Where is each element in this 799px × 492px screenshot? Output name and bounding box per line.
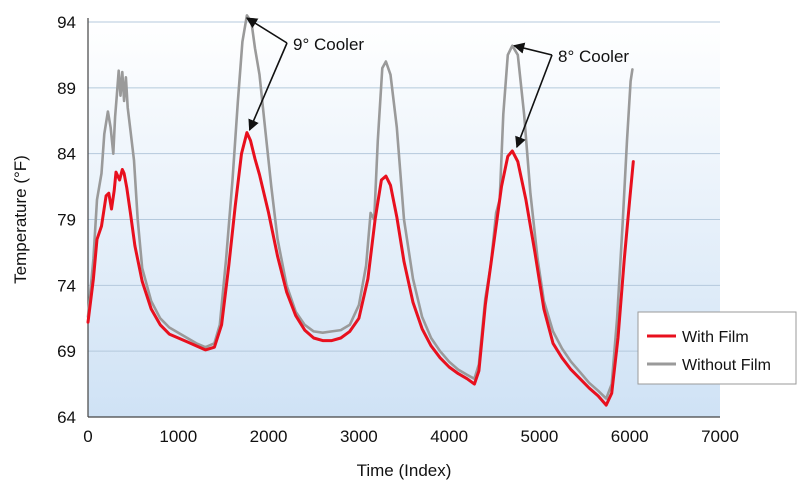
x-tick-label: 6000 — [611, 427, 649, 446]
x-tick-label: 3000 — [340, 427, 378, 446]
annotations: 9° Cooler 8° Cooler — [245, 17, 629, 149]
x-tick-label: 4000 — [430, 427, 468, 446]
legend-label: Without Film — [682, 357, 771, 374]
series-lines — [86, 14, 635, 407]
annotation-arrow — [513, 42, 553, 56]
annotation-arrow — [245, 17, 288, 44]
axes: 64 69 74 79 84 89 94 0 1000 2000 3000 4000 5000 6000 7… — [57, 13, 739, 446]
x-tick-label: 0 — [83, 427, 92, 446]
y-tick-label: 74 — [57, 276, 76, 295]
series-line-with-film — [86, 131, 635, 407]
legend: With Film Without Film — [637, 311, 797, 385]
legend-box — [637, 311, 797, 385]
y-tick-label: 84 — [57, 145, 76, 164]
y-axis-title: Temperature (°F) — [11, 155, 30, 284]
y-tick-label: 69 — [57, 342, 76, 361]
legend-label: With Film — [682, 329, 749, 346]
y-tick-label: 94 — [57, 13, 76, 32]
annotation-label: 8° Cooler — [558, 47, 629, 66]
x-tick-label: 7000 — [701, 427, 739, 446]
y-tick-label: 89 — [57, 79, 76, 98]
y-tick-label: 79 — [57, 211, 76, 230]
annotation-label: 9° Cooler — [293, 35, 364, 54]
y-tick-label: 64 — [57, 408, 76, 427]
x-axis-title: Time (Index) — [357, 461, 452, 480]
annotation-arrow — [515, 54, 553, 149]
series-line-without-film — [86, 14, 634, 400]
x-tick-label: 1000 — [159, 427, 197, 446]
x-tick-label: 2000 — [250, 427, 288, 446]
annotation-arrow — [248, 42, 288, 131]
x-tick-label: 5000 — [521, 427, 559, 446]
